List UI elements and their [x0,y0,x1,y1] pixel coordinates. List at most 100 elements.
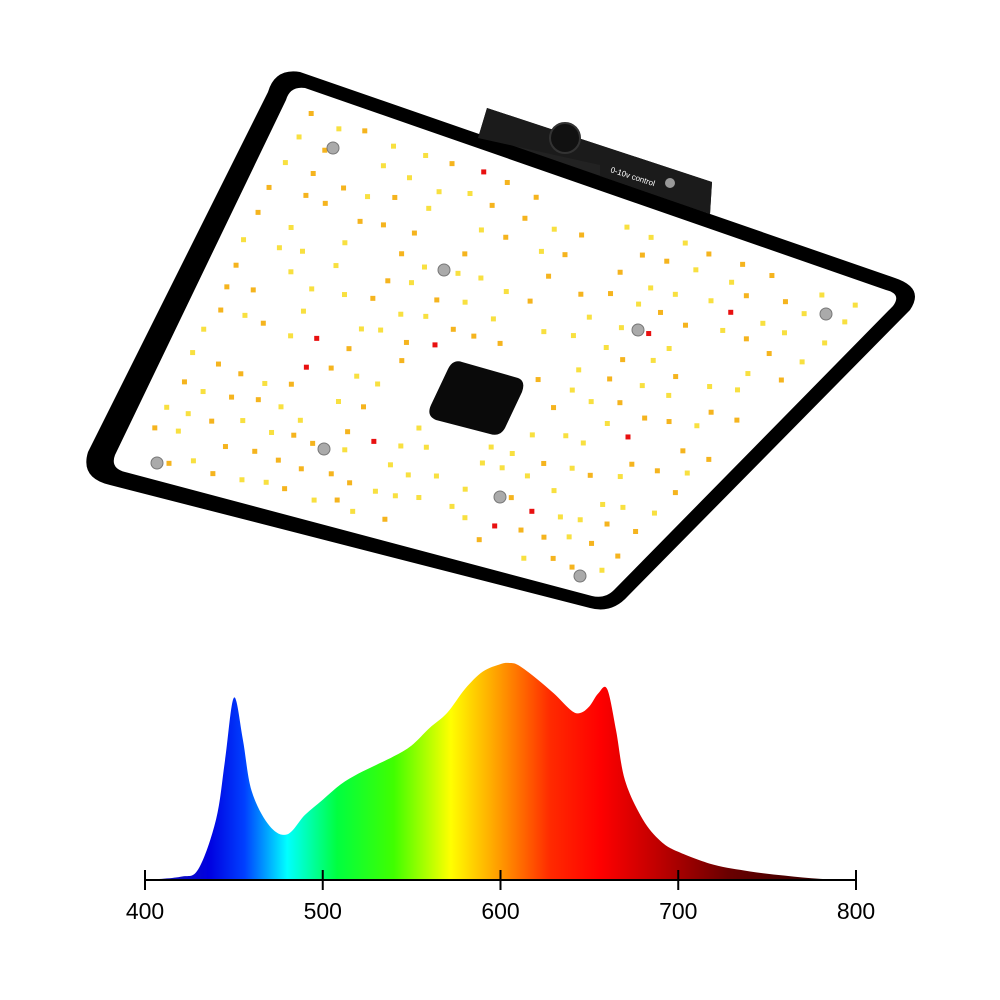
led [587,472,593,478]
led [288,333,294,339]
screw [150,456,164,470]
led [354,373,360,379]
led [399,358,405,364]
led [646,331,652,337]
led [233,262,239,268]
led [341,185,347,191]
led [333,263,339,269]
led [579,232,585,238]
led [433,473,439,479]
led [181,379,187,385]
led [341,292,347,298]
led [416,425,422,431]
led [636,301,642,307]
led [743,336,749,342]
led [311,497,317,503]
led [408,280,414,286]
led [551,405,557,411]
led [541,460,547,466]
led [693,267,699,273]
led [260,320,266,326]
led [239,477,245,483]
led [200,389,206,395]
led [255,209,261,215]
screw [819,307,833,321]
led [392,493,398,499]
led [303,364,309,370]
led [586,314,592,320]
led [371,438,377,444]
led [215,361,221,367]
led [620,504,626,510]
led [488,444,494,450]
led [819,292,825,298]
led [166,460,172,466]
led [434,297,440,303]
led [651,510,657,516]
led [346,346,352,352]
led [209,418,215,424]
x-tick-label: 600 [481,898,519,924]
led [462,299,468,305]
led [462,515,468,521]
led [492,523,498,529]
led [255,397,261,403]
led [569,387,575,393]
led [503,234,509,240]
led [190,350,196,356]
led [242,312,248,318]
light-panel: 0-10v control [86,71,915,610]
led [682,240,688,246]
led [450,326,456,332]
led [175,428,181,434]
led [578,291,584,297]
led [372,488,378,494]
led [298,466,304,472]
led [600,501,606,507]
led [462,251,468,257]
led [529,432,535,438]
led [666,392,672,398]
led [629,461,635,467]
led [378,327,384,333]
led [658,309,664,315]
led [654,468,660,474]
led [288,381,294,387]
led [282,160,288,166]
led [799,359,805,365]
led [639,252,645,258]
led [357,218,363,224]
led [342,240,348,246]
led [411,230,417,236]
led [617,400,623,406]
led [490,316,496,322]
x-tick-label: 700 [659,898,697,924]
led [504,179,510,185]
led [576,367,582,373]
screw [631,323,645,337]
led [541,329,547,335]
led [416,495,422,501]
led [562,252,568,258]
led [618,325,624,331]
led [569,564,575,570]
led [291,432,297,438]
led [551,226,557,232]
screw [437,263,451,277]
dimmer-knob [549,122,581,154]
led [241,237,247,243]
x-tick-label: 500 [304,898,342,924]
led [382,516,388,522]
led [288,269,294,275]
led [185,411,191,417]
led [296,134,302,140]
led [210,471,216,477]
led [336,126,342,132]
led [735,387,741,393]
x-tick-label: 400 [126,898,164,924]
led [682,322,688,328]
led [342,447,348,453]
led [380,163,386,169]
led [229,394,235,400]
